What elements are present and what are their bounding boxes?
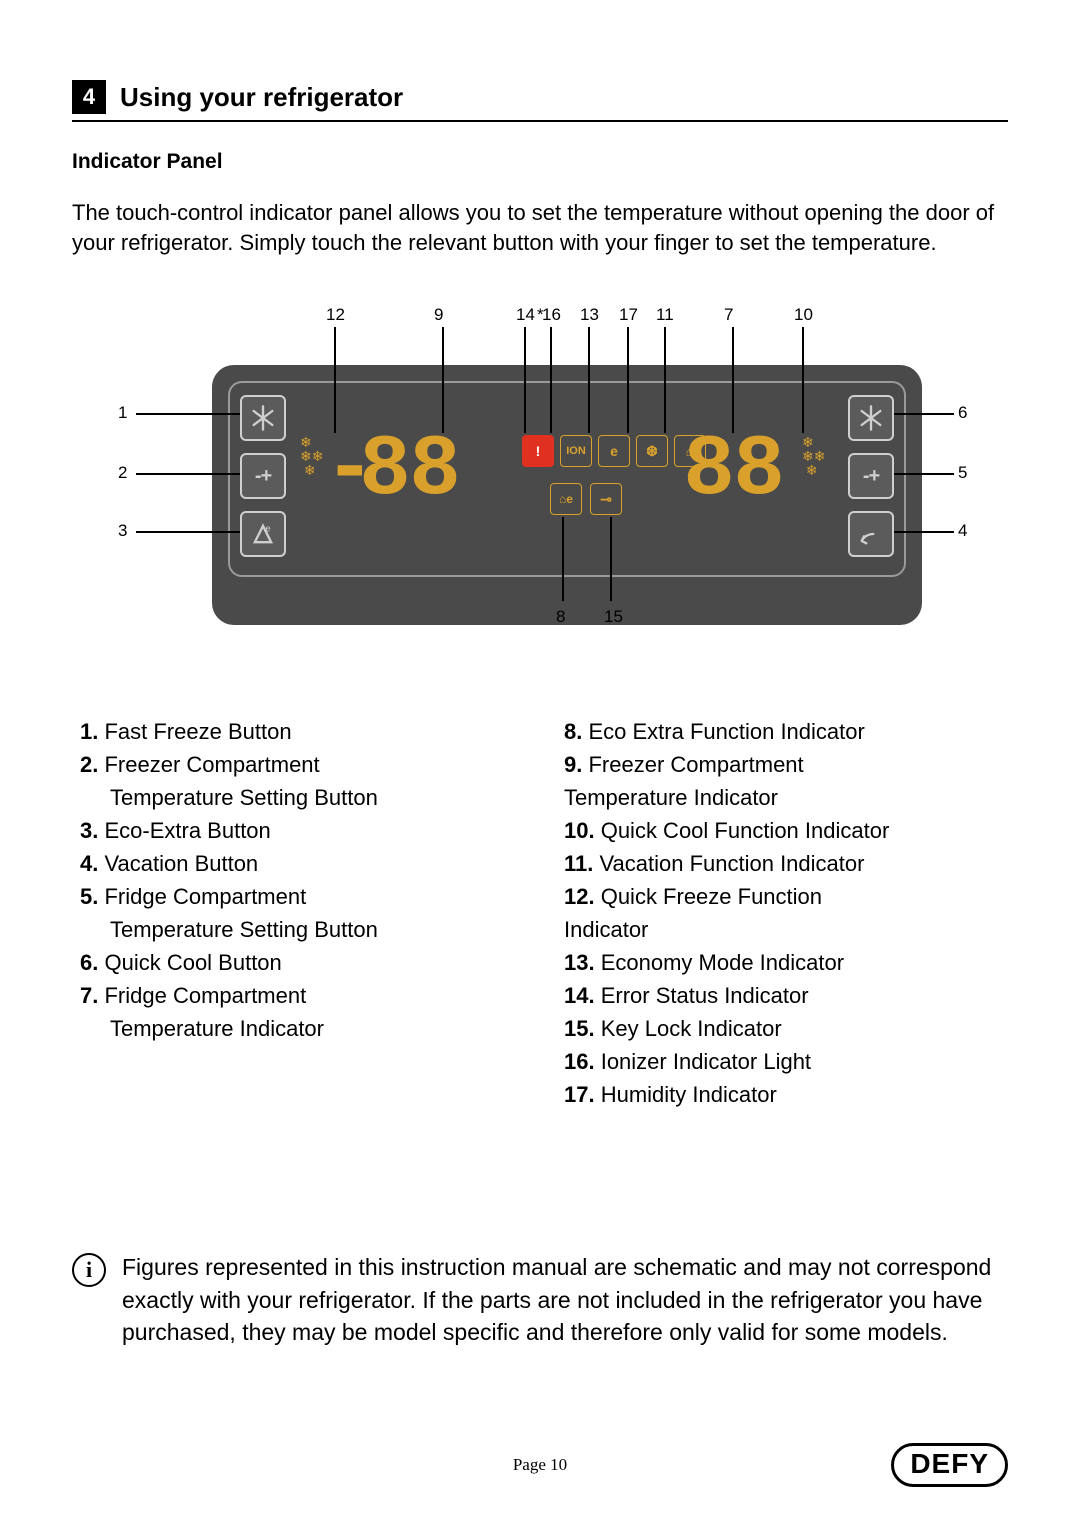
legend-item: 10. Quick Cool Function Indicator <box>564 814 1008 847</box>
callout-line <box>334 327 336 433</box>
callout-line <box>894 531 954 533</box>
legend-left-column: 1. Fast Freeze Button2. Freezer Compartm… <box>80 715 524 1111</box>
callout-line <box>732 327 734 433</box>
humidity-indicator-icon: ❆ <box>636 435 668 467</box>
freezer-temp-display: -88 <box>324 427 458 513</box>
callout-line <box>894 413 954 415</box>
callout-line <box>610 517 612 601</box>
section-title: Using your refrigerator <box>120 82 403 113</box>
callout-line <box>588 327 590 433</box>
section-header: 4 Using your refrigerator <box>72 80 1008 122</box>
legend-item: 9. Freezer Compartment <box>564 748 1008 781</box>
intro-paragraph: The touch-control indicator panel allows… <box>72 198 1008 257</box>
info-note: i Figures represented in this instructio… <box>72 1251 1008 1348</box>
callout-line <box>442 327 444 433</box>
legend-item: 7. Fridge Compartment <box>80 979 524 1012</box>
callout-number: 13 <box>580 305 599 325</box>
svg-text:e: e <box>265 524 270 534</box>
vacation-indicator-icon: ⌂ <box>674 435 706 467</box>
legend-item: 13. Economy Mode Indicator <box>564 946 1008 979</box>
indicator-panel-diagram: -+ e -+ -88 88 ❄❄❄ ❄ ❄❄❄ ❄ ! ION e ❆ ⌂ <box>82 305 962 645</box>
legend-item-continuation: Temperature Setting Button <box>80 913 524 946</box>
legend-item: 12. Quick Freeze Function <box>564 880 1008 913</box>
info-icon: i <box>72 1253 106 1287</box>
callout-line <box>627 327 629 433</box>
callout-number: 11 <box>656 305 674 325</box>
callout-line <box>136 413 240 415</box>
legend-item: 17. Humidity Indicator <box>564 1078 1008 1111</box>
callout-number: 12 <box>326 305 345 325</box>
error-indicator-icon: ! <box>522 435 554 467</box>
indicator-icon-row-bottom: ⌂e ⊸ <box>550 483 622 515</box>
legend-item: 15. Key Lock Indicator <box>564 1012 1008 1045</box>
legend-item-continuation: Temperature Setting Button <box>80 781 524 814</box>
legend-item: 6. Quick Cool Button <box>80 946 524 979</box>
info-text: Figures represented in this instruction … <box>122 1251 1008 1348</box>
legend-right-column: 8. Eco Extra Function Indicator9. Freeze… <box>564 715 1008 1111</box>
panel-body: -+ e -+ -88 88 ❄❄❄ ❄ ❄❄❄ ❄ ! ION e ❆ ⌂ <box>212 365 922 625</box>
callout-number: 1 <box>118 403 127 423</box>
legend-item: 11. Vacation Function Indicator <box>564 847 1008 880</box>
ion-indicator-icon: ION <box>560 435 592 467</box>
legend-item-continuation: Indicator <box>564 913 1008 946</box>
key-lock-indicator-icon: ⊸ <box>590 483 622 515</box>
callout-number: 7 <box>724 305 733 325</box>
legend: 1. Fast Freeze Button2. Freezer Compartm… <box>72 715 1008 1111</box>
callout-number: 9 <box>434 305 443 325</box>
callout-number: 5 <box>958 463 967 483</box>
legend-item: 8. Eco Extra Function Indicator <box>564 715 1008 748</box>
legend-item: 2. Freezer Compartment <box>80 748 524 781</box>
legend-item: 5. Fridge Compartment <box>80 880 524 913</box>
legend-item: 4. Vacation Button <box>80 847 524 880</box>
fast-freeze-button-icon <box>240 395 286 441</box>
callout-number: 17 <box>619 305 638 325</box>
vacation-button-icon <box>848 511 894 557</box>
freezer-temp-button-icon: -+ <box>240 453 286 499</box>
callout-number: 16 <box>542 305 561 325</box>
quick-cool-button-icon <box>848 395 894 441</box>
legend-item: 14. Error Status Indicator <box>564 979 1008 1012</box>
callout-line <box>550 327 552 433</box>
eco-extra-indicator-icon: ⌂e <box>550 483 582 515</box>
callout-line <box>524 327 526 433</box>
legend-item: 16. Ionizer Indicator Light <box>564 1045 1008 1078</box>
indicator-icon-row-top: ! ION e ❆ ⌂ <box>522 435 706 467</box>
callout-line <box>562 517 564 601</box>
callout-number: 10 <box>794 305 813 325</box>
legend-item-continuation: Temperature Indicator <box>80 1012 524 1045</box>
snowflake-cluster-right: ❄❄❄ ❄ <box>802 435 825 477</box>
snowflake-cluster-left: ❄❄❄ ❄ <box>300 435 323 477</box>
callout-number: 4 <box>958 521 967 541</box>
legend-item: 1. Fast Freeze Button <box>80 715 524 748</box>
callout-number: 3 <box>118 521 127 541</box>
fridge-temp-button-icon: -+ <box>848 453 894 499</box>
eco-indicator-icon: e <box>598 435 630 467</box>
callout-star: * <box>537 305 544 325</box>
legend-item: 3. Eco-Extra Button <box>80 814 524 847</box>
callout-line <box>664 327 666 433</box>
callout-line <box>136 473 240 475</box>
callout-number: 6 <box>958 403 967 423</box>
eco-extra-button-icon: e <box>240 511 286 557</box>
callout-line <box>136 531 240 533</box>
legend-item-continuation: Temperature Indicator <box>564 781 1008 814</box>
callout-line <box>894 473 954 475</box>
subheading: Indicator Panel <box>72 150 1008 174</box>
section-number: 4 <box>72 80 106 114</box>
callout-number: 8 <box>556 607 565 627</box>
brand-logo: DEFY <box>891 1443 1008 1487</box>
callout-number: 15 <box>604 607 623 627</box>
callout-number: 2 <box>118 463 127 483</box>
callout-line <box>802 327 804 433</box>
callout-number: 14 <box>516 305 535 325</box>
